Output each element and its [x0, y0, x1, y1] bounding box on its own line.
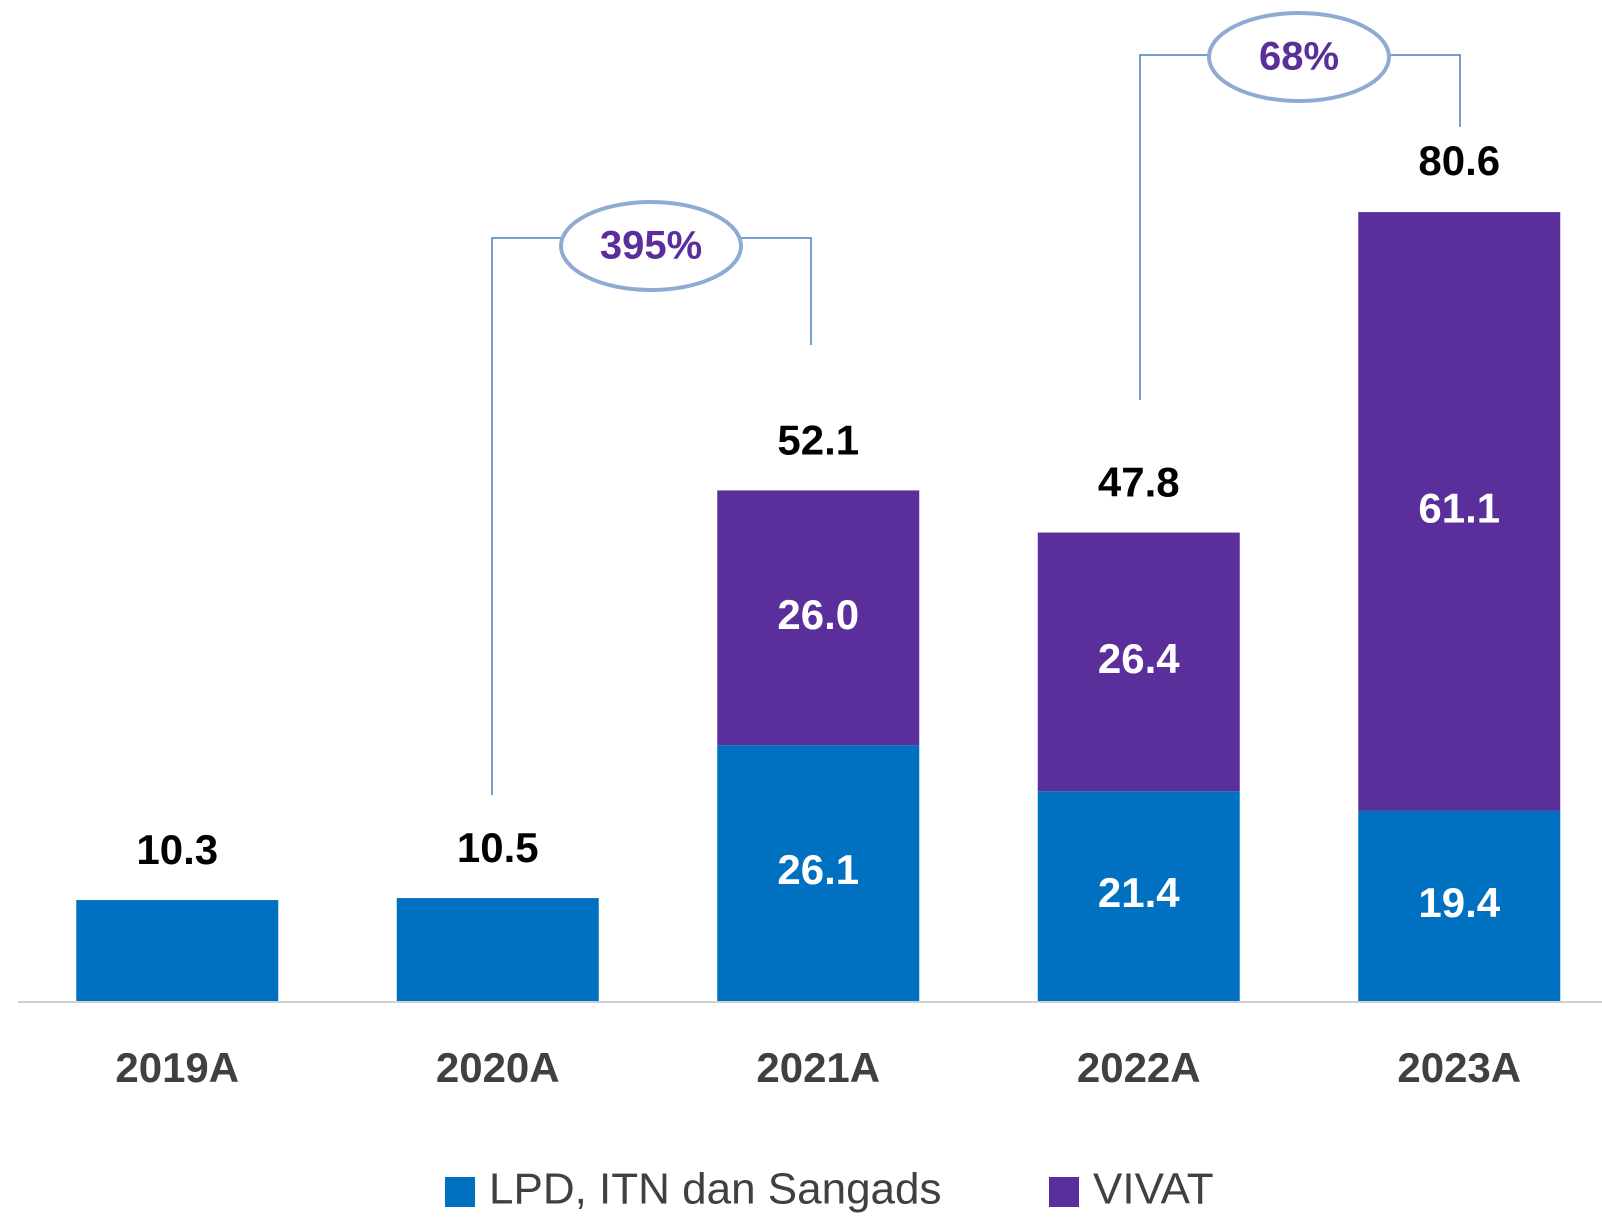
legend-label: VIVAT	[1093, 1165, 1214, 1214]
bracket	[1389, 54, 1461, 127]
bracket	[1139, 54, 1209, 400]
segment-label: 61.1	[1418, 485, 1500, 532]
bar-segment	[1358, 810, 1561, 1001]
bracket	[741, 237, 812, 345]
segment-label: 26.0	[777, 591, 859, 638]
bar-segment	[1358, 212, 1561, 811]
total-label: 47.8	[1098, 459, 1180, 506]
annotation-text: 68%	[1259, 35, 1339, 79]
bar-segment	[396, 898, 599, 1001]
annotation-text: 395%	[600, 224, 702, 268]
segment-label: 21.4	[1098, 869, 1180, 916]
legend-label: LPD, ITN dan Sangads	[489, 1165, 941, 1214]
bracket	[491, 237, 561, 795]
bar-segment	[717, 745, 920, 1001]
growth-annotation	[1139, 11, 1461, 400]
total-label: 10.3	[136, 826, 218, 873]
ellipse	[559, 200, 743, 292]
total-label: 52.1	[777, 417, 859, 464]
bar-segment	[1037, 532, 1240, 792]
x-tick-label: 2019A	[115, 1044, 239, 1091]
segment-label: 19.4	[1418, 879, 1500, 926]
segment-label: 26.4	[1098, 635, 1180, 682]
segment-label: 26.1	[777, 846, 859, 893]
ellipse	[1207, 11, 1391, 103]
bar-segment	[717, 490, 920, 746]
x-tick-label: 2022A	[1077, 1044, 1201, 1091]
growth-annotation	[491, 200, 812, 795]
total-label: 80.6	[1418, 137, 1500, 184]
x-tick-label: 2021A	[756, 1044, 880, 1091]
bar-segment	[76, 900, 279, 1001]
total-label: 10.5	[457, 824, 539, 871]
x-tick-label: 2023A	[1397, 1044, 1521, 1091]
legend-swatch	[445, 1177, 475, 1207]
legend-swatch	[1049, 1177, 1079, 1207]
x-tick-label: 2020A	[436, 1044, 560, 1091]
bar-segment	[1037, 791, 1240, 1001]
